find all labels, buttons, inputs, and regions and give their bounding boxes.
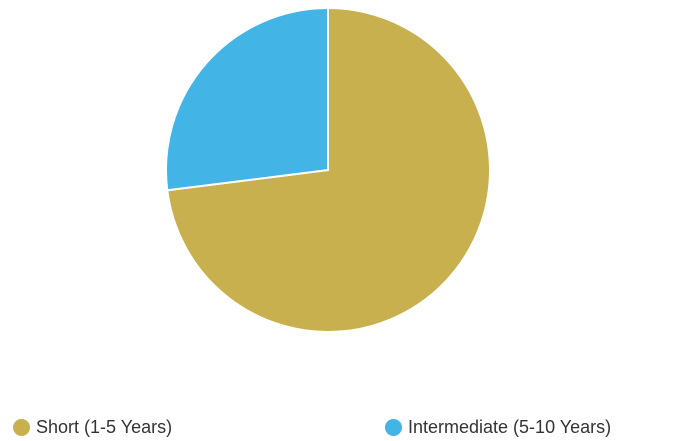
legend-item-intermediate[interactable]: Intermediate (5-10 Years) bbox=[385, 415, 611, 439]
chart-legend: Short (1-5 Years) Intermediate (5-10 Yea… bbox=[0, 415, 696, 441]
pie-slice-intermediate[interactable] bbox=[165, 7, 329, 192]
pie-chart bbox=[165, 7, 491, 333]
legend-swatch-short bbox=[13, 418, 30, 436]
legend-label-intermediate: Intermediate (5-10 Years) bbox=[408, 416, 612, 437]
legend-item-short[interactable]: Short (1-5 Years) bbox=[13, 415, 172, 439]
legend-label-short: Short (1-5 Years) bbox=[36, 416, 173, 437]
pie-slices bbox=[165, 7, 491, 333]
legend-swatch-intermediate bbox=[385, 418, 402, 436]
